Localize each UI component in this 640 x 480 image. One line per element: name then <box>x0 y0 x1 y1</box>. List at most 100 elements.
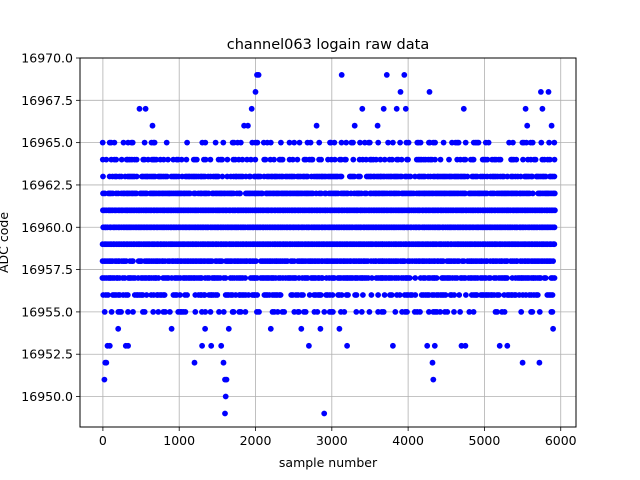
data-point <box>222 275 229 281</box>
data-point <box>466 309 473 315</box>
data-point <box>381 156 388 163</box>
data-points <box>99 72 558 417</box>
data-point <box>390 342 396 349</box>
data-point <box>456 292 463 298</box>
data-point <box>278 139 284 146</box>
data-point <box>108 309 115 315</box>
x-axis-ticks: 0 1000 2000 3000 4000 5000 6000 <box>99 427 577 448</box>
data-point <box>343 156 349 163</box>
data-point <box>417 309 423 315</box>
data-point <box>504 275 510 281</box>
y-axis-ticks: 16950.0 16952.5 16955.0 16957.5 16960.0 16962… <box>21 51 80 404</box>
data-point <box>248 156 254 163</box>
data-point <box>460 105 467 112</box>
data-point <box>237 309 244 315</box>
data-point <box>412 292 419 298</box>
data-point <box>501 309 508 315</box>
data-point <box>150 309 157 315</box>
data-point <box>101 309 108 315</box>
data-point <box>201 292 208 298</box>
data-point <box>193 156 200 163</box>
data-point <box>220 359 227 366</box>
data-point <box>271 156 277 163</box>
data-point <box>151 139 158 146</box>
data-point <box>550 258 556 264</box>
data-point <box>149 122 156 129</box>
x-tick-label: 4000 <box>392 433 424 448</box>
data-point <box>550 325 556 332</box>
data-point <box>202 156 209 163</box>
data-point <box>267 325 274 332</box>
data-point <box>191 359 198 366</box>
data-point <box>393 105 400 112</box>
data-point <box>430 376 437 383</box>
data-point <box>202 139 209 146</box>
data-point <box>345 292 351 298</box>
data-point <box>225 325 232 332</box>
data-point <box>351 122 358 129</box>
data-point <box>167 309 173 315</box>
data-point <box>518 309 525 315</box>
data-point <box>155 309 162 315</box>
data-point <box>470 309 477 315</box>
data-point <box>199 342 206 349</box>
data-point <box>281 309 288 315</box>
data-point <box>442 292 449 298</box>
x-tick-label: 0 <box>99 433 107 448</box>
data-point <box>343 139 350 146</box>
data-point <box>136 105 143 112</box>
data-point <box>529 139 536 146</box>
data-point <box>405 139 412 146</box>
x-tick-label: 3000 <box>316 433 348 448</box>
data-point <box>532 156 539 163</box>
data-point <box>426 309 432 315</box>
data-point <box>125 342 131 349</box>
data-point <box>431 342 438 349</box>
data-point <box>538 139 545 146</box>
data-point <box>357 139 363 146</box>
data-point <box>239 156 246 163</box>
y-tick-label: 16952.5 <box>21 347 73 362</box>
data-point <box>437 156 444 163</box>
data-point <box>274 309 281 315</box>
data-point <box>162 309 169 315</box>
data-point <box>245 122 251 129</box>
data-point <box>357 173 363 180</box>
data-point <box>187 190 193 197</box>
data-point <box>388 292 395 298</box>
data-point <box>133 173 140 180</box>
y-tick-label: 16970.0 <box>21 51 73 66</box>
data-point <box>219 173 226 180</box>
data-point <box>298 325 305 332</box>
data-point <box>344 342 350 349</box>
data-point <box>475 139 482 146</box>
data-point <box>130 258 136 264</box>
data-point <box>350 139 356 146</box>
data-point <box>99 139 106 146</box>
data-point <box>224 156 231 163</box>
data-point <box>177 292 183 298</box>
data-point <box>542 173 549 180</box>
data-point <box>353 309 360 315</box>
data-point <box>380 105 387 112</box>
x-tick-label: 1000 <box>163 433 195 448</box>
data-point <box>309 156 316 163</box>
y-tick-label: 16960.0 <box>21 220 73 235</box>
data-point <box>522 105 529 112</box>
data-point <box>218 342 225 349</box>
y-axis-label: ADC code <box>0 212 11 273</box>
data-point <box>252 156 259 163</box>
data-point <box>401 72 408 78</box>
data-point <box>286 139 293 146</box>
data-point <box>155 275 162 281</box>
data-point <box>120 139 127 146</box>
data-point <box>510 139 516 146</box>
data-point <box>237 139 244 146</box>
data-point <box>551 156 558 163</box>
data-point <box>207 309 214 315</box>
data-point <box>125 309 131 315</box>
data-point <box>338 173 345 180</box>
data-point <box>433 275 440 281</box>
data-point <box>432 139 438 146</box>
y-tick-label: 16967.5 <box>21 93 73 108</box>
